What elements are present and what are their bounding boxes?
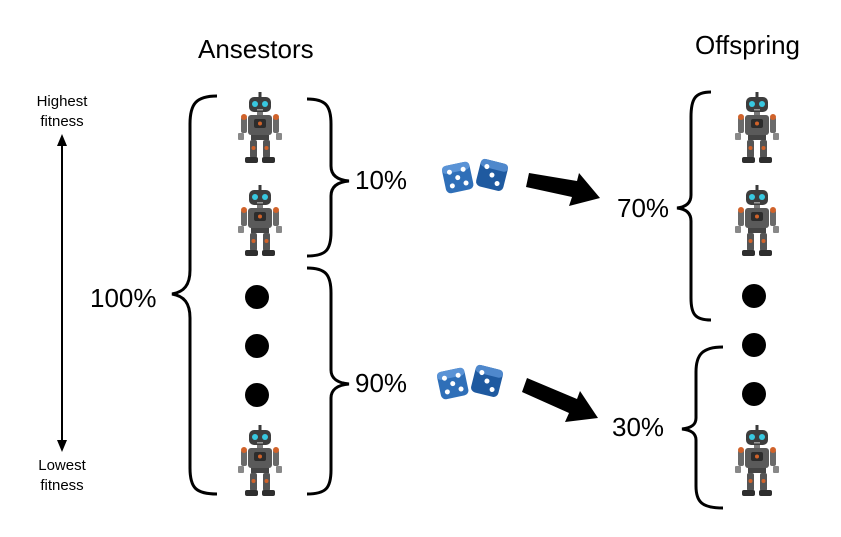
ellipsis-dot-icon [742, 284, 766, 308]
offspring-bottom-pct: 30% [612, 412, 665, 442]
robot-icon [238, 92, 282, 163]
robot-icon [238, 425, 282, 496]
robot-icon [238, 185, 282, 256]
fitness-label-bottom: fitness [40, 477, 84, 494]
ellipsis-dot-icon [742, 382, 766, 406]
arrow-icon [522, 378, 598, 422]
offspring-top-brace [676, 90, 712, 322]
dice-icon [441, 158, 509, 195]
ancestors-total-pct: 100% [90, 283, 157, 313]
ellipsis-dot-icon [245, 285, 269, 309]
fitness-axis-arrow [57, 134, 67, 452]
ancestors-top-brace [306, 97, 350, 258]
ellipsis-dot-icon [742, 333, 766, 357]
lowest-fitness-label: Lowest fitness [30, 456, 94, 496]
ancestors-total-brace [171, 94, 218, 496]
fitness-label-top: fitness [40, 113, 84, 130]
ellipsis-dot-icon [245, 383, 269, 407]
ancestors-rest-pct: 90% [355, 368, 408, 398]
offspring-bottom-brace [681, 345, 724, 510]
ancestors-title: Ansestors [198, 34, 314, 64]
dice-icon [436, 364, 504, 401]
ancestors-top-pct: 10% [355, 165, 408, 195]
robot-icon [735, 92, 779, 163]
highest-label: Highest [36, 93, 88, 110]
ancestors-rest-brace [306, 266, 350, 496]
robot-icon [735, 425, 779, 496]
offspring-title: Offspring [695, 30, 801, 60]
ellipsis-dot-icon [245, 334, 269, 358]
arrow-icon [526, 173, 600, 206]
offspring-top-pct: 70% [617, 193, 670, 223]
lowest-label: Lowest [38, 457, 86, 474]
robot-icon [735, 185, 779, 256]
highest-fitness-label: Highest fitness [30, 92, 94, 132]
